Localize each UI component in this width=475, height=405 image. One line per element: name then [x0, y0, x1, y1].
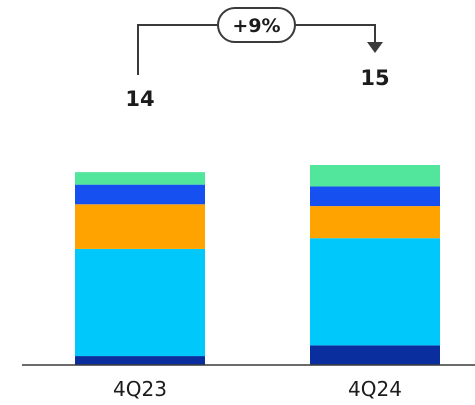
growth-annotation: +9% [137, 7, 383, 75]
bar-segment-4q23-4 [75, 184, 205, 205]
bar-segment-4q23-3 [75, 204, 205, 249]
bar-segment-4q23-2 [75, 248, 205, 357]
bar-segment-4q23-5 [75, 172, 205, 185]
bar-segment-4q24-4 [310, 186, 440, 207]
category-label-4q24: 4Q24 [348, 377, 402, 401]
growth-label: +9% [232, 15, 280, 37]
growth-connector-line [137, 24, 376, 75]
bars-group [75, 165, 440, 365]
bar-segment-4q24-2 [310, 238, 440, 346]
arrow-head-icon [367, 42, 383, 53]
growth-badge [217, 7, 296, 43]
total-label-4q24: 15 [360, 66, 389, 90]
bar-segment-4q24-1 [310, 345, 440, 365]
bar-segment-4q23-1 [75, 356, 205, 365]
category-label-4q23: 4Q23 [113, 377, 167, 401]
total-label-4q23: 14 [125, 87, 154, 111]
bar-segment-4q24-5 [310, 165, 440, 187]
bar-segment-4q24-3 [310, 206, 440, 239]
